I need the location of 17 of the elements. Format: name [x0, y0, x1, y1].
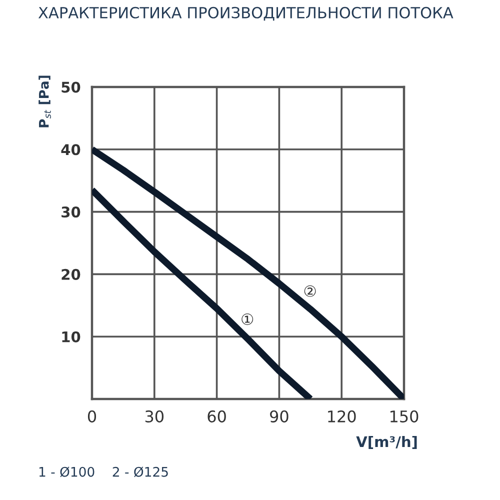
series-label: ② [304, 285, 316, 297]
y-axis-title: P$_{st}$ [Pa] [38, 76, 51, 128]
x-tick-label: 30 [145, 410, 164, 422]
x-tick-label: 0 [88, 410, 96, 422]
y-tick-label: 30 [62, 206, 80, 218]
x-axis-title: V[m³/h] [356, 436, 417, 449]
x-tick-label: 60 [208, 410, 226, 422]
text: 1 - Ø100 2 - Ø125 [39, 466, 168, 478]
x-tick-label: 150 [390, 410, 418, 422]
y-tick-label: 50 [62, 82, 80, 93]
y-tick-label: 20 [62, 268, 80, 280]
chart-title: ХАРАКТЕРИСТИКА ПРОИЗВОДИТЕЛЬНОСТИ ПОТОКА [38, 6, 454, 21]
y-tick-label: 10 [62, 331, 80, 342]
x-tick-label: 120 [328, 410, 356, 422]
series-label: ① [242, 314, 254, 325]
y-tick-label: 40 [61, 144, 80, 156]
x-tick-label: 90 [270, 410, 288, 422]
